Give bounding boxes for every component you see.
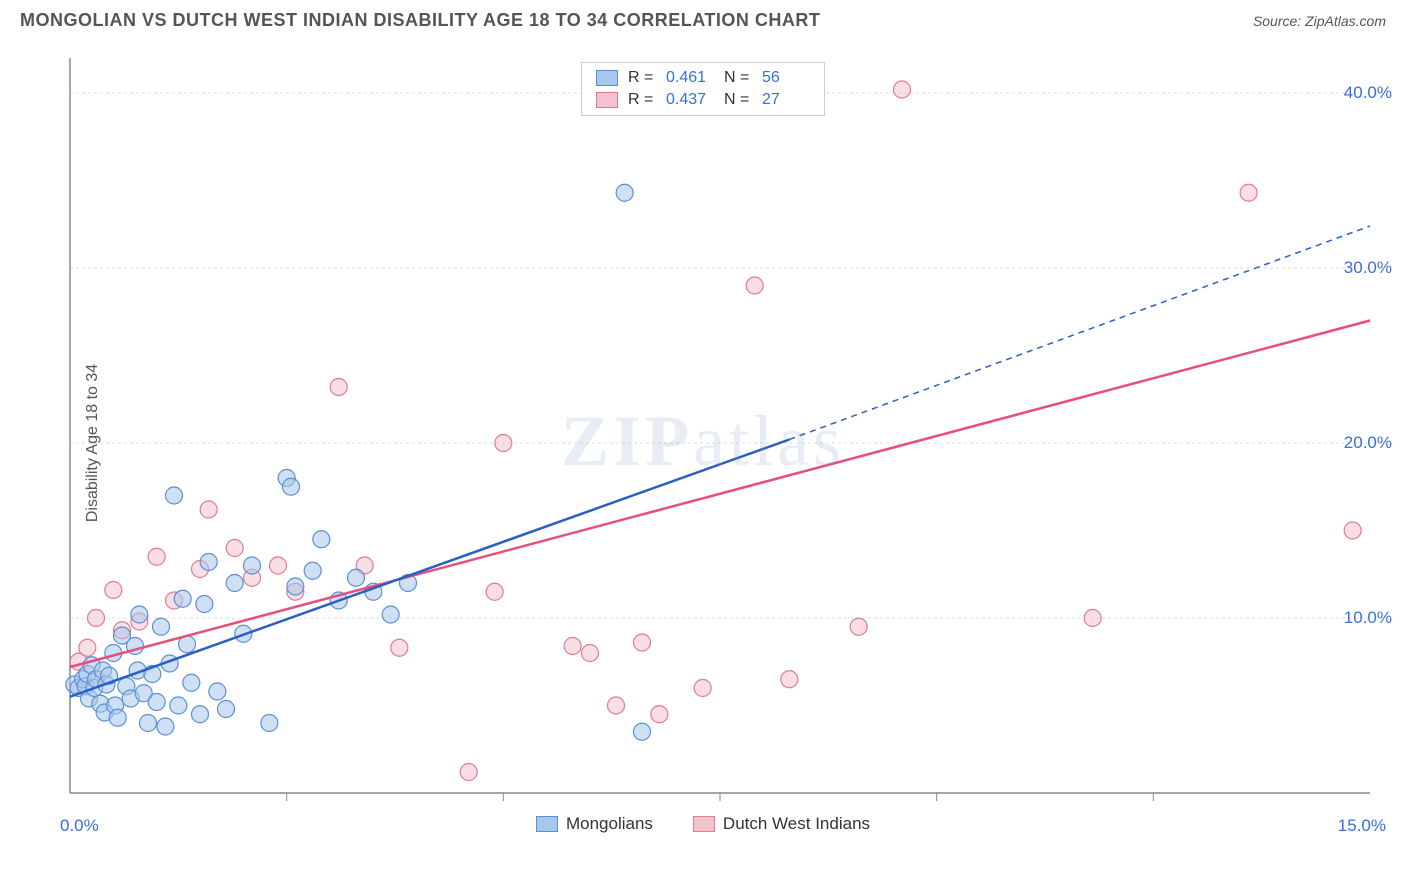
x-axis-max-label: 15.0% (1338, 816, 1386, 836)
ytick-label: 40.0% (1344, 83, 1392, 103)
legend-item-mongolians: Mongolians (536, 814, 653, 834)
chart-title: MONGOLIAN VS DUTCH WEST INDIAN DISABILIT… (20, 10, 820, 31)
source-label: Source: ZipAtlas.com (1253, 13, 1386, 29)
ytick-label: 20.0% (1344, 433, 1392, 453)
correlation-legend: R = 0.461 N = 56 R = 0.437 N = 27 (581, 62, 825, 116)
x-axis-min-label: 0.0% (60, 816, 99, 836)
legend-item-dutch-west-indians: Dutch West Indians (693, 814, 870, 834)
series-legend: Mongolians Dutch West Indians (536, 814, 870, 834)
swatch-pink (596, 92, 618, 108)
y-axis-label: Disability Age 18 to 34 (84, 364, 102, 522)
swatch-blue (536, 816, 558, 832)
header: MONGOLIAN VS DUTCH WEST INDIAN DISABILIT… (0, 0, 1406, 37)
chart-area: Disability Age 18 to 34 ZIPatlas R = 0.4… (20, 48, 1386, 838)
swatch-pink (693, 816, 715, 832)
legend-row-blue: R = 0.461 N = 56 (596, 67, 810, 89)
scatter-chart-svg (20, 48, 1386, 838)
swatch-blue (596, 70, 618, 86)
ytick-label: 10.0% (1344, 608, 1392, 628)
ytick-label: 30.0% (1344, 258, 1392, 278)
legend-row-pink: R = 0.437 N = 27 (596, 89, 810, 111)
